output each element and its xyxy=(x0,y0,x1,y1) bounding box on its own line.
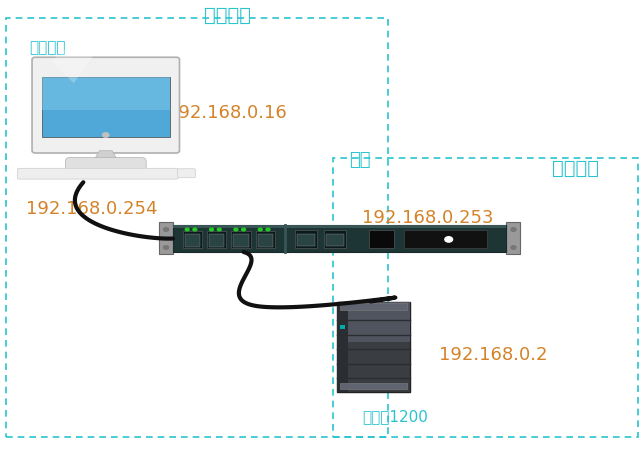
FancyBboxPatch shape xyxy=(178,169,196,178)
Bar xyxy=(209,234,224,247)
Circle shape xyxy=(266,228,270,231)
Bar xyxy=(256,231,275,248)
Bar xyxy=(233,234,249,247)
Bar xyxy=(337,302,410,342)
Bar xyxy=(207,231,226,248)
Bar xyxy=(324,230,346,248)
Bar xyxy=(333,158,638,436)
Text: 192.168.0.2: 192.168.0.2 xyxy=(439,346,547,364)
Circle shape xyxy=(217,228,221,231)
Polygon shape xyxy=(93,151,119,162)
FancyBboxPatch shape xyxy=(32,57,179,153)
Bar xyxy=(404,230,487,248)
Bar xyxy=(258,234,273,247)
Circle shape xyxy=(511,228,516,231)
Text: 西门子1200: 西门子1200 xyxy=(362,409,428,424)
Bar xyxy=(340,382,407,389)
Bar xyxy=(340,325,345,328)
Circle shape xyxy=(185,228,189,231)
Bar xyxy=(42,77,170,137)
Text: 192.168.0.16: 192.168.0.16 xyxy=(167,104,287,122)
Bar xyxy=(173,225,506,228)
Bar xyxy=(369,230,394,248)
Bar xyxy=(159,222,173,254)
Text: 192.168.0.253: 192.168.0.253 xyxy=(362,209,494,227)
Bar xyxy=(337,302,410,392)
Circle shape xyxy=(445,237,453,242)
Circle shape xyxy=(163,228,169,231)
Bar xyxy=(337,302,348,392)
FancyBboxPatch shape xyxy=(17,168,178,179)
Bar xyxy=(297,234,315,246)
Bar xyxy=(326,234,344,246)
Bar xyxy=(183,231,202,248)
Polygon shape xyxy=(51,47,93,83)
Text: 192.168.0.254: 192.168.0.254 xyxy=(26,200,157,218)
Text: 外侧网络: 外侧网络 xyxy=(204,6,251,25)
Bar xyxy=(6,18,388,436)
Bar xyxy=(173,225,506,252)
Circle shape xyxy=(234,228,238,231)
Bar xyxy=(231,231,251,248)
Bar xyxy=(42,77,170,110)
Bar xyxy=(340,303,407,310)
Bar xyxy=(506,222,520,254)
Circle shape xyxy=(258,228,262,231)
Circle shape xyxy=(210,228,213,231)
Circle shape xyxy=(242,228,246,231)
FancyBboxPatch shape xyxy=(65,158,146,175)
Text: 内侧网络: 内侧网络 xyxy=(553,159,599,178)
Text: 监控主机: 监控主机 xyxy=(29,40,65,55)
Circle shape xyxy=(193,228,197,231)
Circle shape xyxy=(511,246,516,249)
Circle shape xyxy=(103,133,109,137)
Bar xyxy=(295,230,317,248)
Bar xyxy=(185,234,200,247)
Circle shape xyxy=(163,246,169,249)
Text: 网闸: 网闸 xyxy=(349,151,371,169)
Bar xyxy=(35,136,176,151)
